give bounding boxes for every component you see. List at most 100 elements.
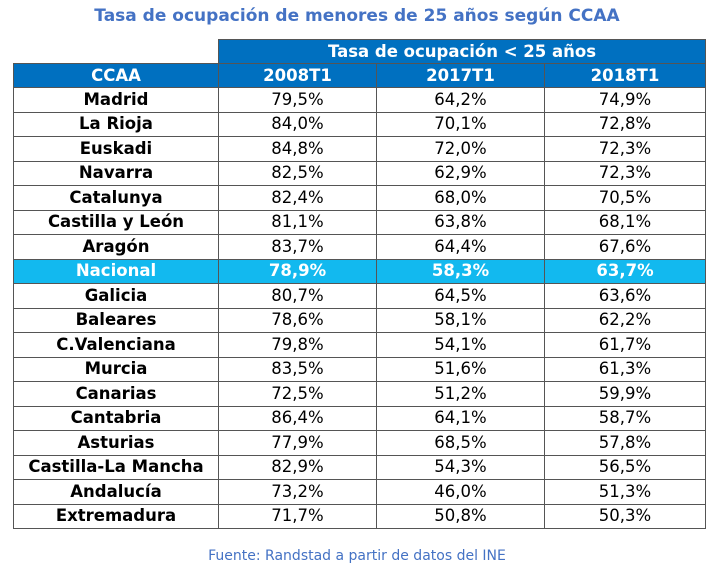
region-cell: Asturias [13, 430, 219, 456]
value-cell: 74,9% [544, 87, 706, 113]
value-cell: 64,4% [376, 234, 545, 260]
value-cell: 82,9% [218, 454, 377, 480]
region-cell: La Rioja [13, 111, 219, 137]
value-cell: 51,3% [544, 479, 706, 505]
region-cell: Euskadi [13, 136, 219, 162]
value-cell: 50,8% [376, 503, 545, 529]
region-cell: Madrid [13, 87, 219, 113]
value-cell: 61,7% [544, 332, 706, 358]
value-cell: 81,1% [218, 209, 377, 235]
table-body: Madrid 79,5% 64,2% 74,9% La Rioja 84,0% 70,1% 7… [13, 87, 706, 529]
region-cell: Canarias [13, 381, 219, 407]
value-cell: 56,5% [544, 454, 706, 480]
column-header-2018t1: 2018T1 [544, 63, 706, 88]
page-title: Tasa de ocupación de menores de 25 años … [94, 6, 620, 26]
table-row: La Rioja 84,0% 70,1% 72,8% [13, 111, 706, 137]
value-cell: 68,1% [544, 209, 706, 235]
value-cell: 82,5% [218, 160, 377, 186]
value-cell: 67,6% [544, 234, 706, 260]
value-cell: 64,5% [376, 283, 545, 309]
region-cell: Cantabria [13, 405, 219, 431]
value-cell: 63,6% [544, 283, 706, 309]
value-cell: 86,4% [218, 405, 377, 431]
group-header-row: Tasa de ocupación < 25 años [13, 39, 706, 64]
blank-corner-cell [13, 39, 219, 64]
value-cell: 83,5% [218, 356, 377, 382]
region-cell: Baleares [13, 307, 219, 333]
value-cell: 78,9% [218, 258, 377, 284]
value-cell: 72,5% [218, 381, 377, 407]
value-cell: 63,7% [544, 258, 706, 284]
column-header-row: CCAA 2008T1 2017T1 2018T1 [13, 63, 706, 88]
table-row: Castilla y León 81,1% 63,8% 68,1% [13, 209, 706, 235]
value-cell: 59,9% [544, 381, 706, 407]
group-header: Tasa de ocupación < 25 años [218, 39, 706, 64]
table-row-highlight: Nacional 78,9% 58,3% 63,7% [13, 258, 706, 284]
value-cell: 82,4% [218, 185, 377, 211]
value-cell: 58,3% [376, 258, 545, 284]
value-cell: 57,8% [544, 430, 706, 456]
value-cell: 79,8% [218, 332, 377, 358]
value-cell: 58,7% [544, 405, 706, 431]
value-cell: 64,2% [376, 87, 545, 113]
region-cell: Castilla-La Mancha [13, 454, 219, 480]
value-cell: 84,0% [218, 111, 377, 137]
region-cell: Navarra [13, 160, 219, 186]
table-row: Galicia 80,7% 64,5% 63,6% [13, 283, 706, 309]
value-cell: 54,3% [376, 454, 545, 480]
value-cell: 77,9% [218, 430, 377, 456]
region-cell: Aragón [13, 234, 219, 260]
value-cell: 68,0% [376, 185, 545, 211]
table-row: Castilla-La Mancha 82,9% 54,3% 56,5% [13, 454, 706, 480]
table-row: Catalunya 82,4% 68,0% 70,5% [13, 185, 706, 211]
value-cell: 51,2% [376, 381, 545, 407]
value-cell: 68,5% [376, 430, 545, 456]
value-cell: 83,7% [218, 234, 377, 260]
table-row: Andalucía 73,2% 46,0% 51,3% [13, 479, 706, 505]
region-cell: Galicia [13, 283, 219, 309]
table-row: Madrid 79,5% 64,2% 74,9% [13, 87, 706, 113]
table-row: C.Valenciana 79,8% 54,1% 61,7% [13, 332, 706, 358]
region-cell: Murcia [13, 356, 219, 382]
value-cell: 78,6% [218, 307, 377, 333]
value-cell: 64,1% [376, 405, 545, 431]
value-cell: 73,2% [218, 479, 377, 505]
region-cell: Catalunya [13, 185, 219, 211]
region-cell: C.Valenciana [13, 332, 219, 358]
region-cell: Nacional [13, 258, 219, 284]
value-cell: 72,8% [544, 111, 706, 137]
column-header-ccaa: CCAA [13, 63, 219, 88]
value-cell: 70,5% [544, 185, 706, 211]
value-cell: 62,2% [544, 307, 706, 333]
region-cell: Andalucía [13, 479, 219, 505]
value-cell: 79,5% [218, 87, 377, 113]
value-cell: 54,1% [376, 332, 545, 358]
value-cell: 72,3% [544, 136, 706, 162]
value-cell: 72,3% [544, 160, 706, 186]
table-row: Murcia 83,5% 51,6% 61,3% [13, 356, 706, 382]
column-header-2008t1: 2008T1 [218, 63, 377, 88]
value-cell: 58,1% [376, 307, 545, 333]
value-cell: 70,1% [376, 111, 545, 137]
value-cell: 62,9% [376, 160, 545, 186]
table-row: Euskadi 84,8% 72,0% 72,3% [13, 136, 706, 162]
table-row: Asturias 77,9% 68,5% 57,8% [13, 430, 706, 456]
table-row: Extremadura 71,7% 50,8% 50,3% [13, 503, 706, 529]
table-row: Navarra 82,5% 62,9% 72,3% [13, 160, 706, 186]
table-row: Cantabria 86,4% 64,1% 58,7% [13, 405, 706, 431]
value-cell: 46,0% [376, 479, 545, 505]
value-cell: 84,8% [218, 136, 377, 162]
occupancy-table: Tasa de ocupación < 25 años CCAA 2008T1 … [13, 39, 706, 529]
value-cell: 72,0% [376, 136, 545, 162]
value-cell: 63,8% [376, 209, 545, 235]
value-cell: 71,7% [218, 503, 377, 529]
column-header-2017t1: 2017T1 [376, 63, 545, 88]
value-cell: 61,3% [544, 356, 706, 382]
region-cell: Extremadura [13, 503, 219, 529]
source-note: Fuente: Randstad a partir de datos del I… [208, 548, 506, 564]
table-row: Canarias 72,5% 51,2% 59,9% [13, 381, 706, 407]
value-cell: 80,7% [218, 283, 377, 309]
region-cell: Castilla y León [13, 209, 219, 235]
table-row: Baleares 78,6% 58,1% 62,2% [13, 307, 706, 333]
table-row: Aragón 83,7% 64,4% 67,6% [13, 234, 706, 260]
